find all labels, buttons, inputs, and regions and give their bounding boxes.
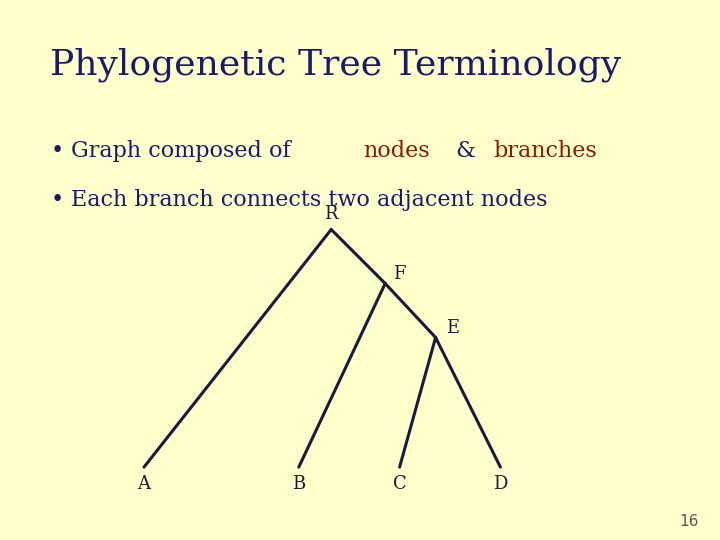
- Text: C: C: [392, 475, 407, 494]
- Text: F: F: [393, 265, 406, 283]
- Text: A: A: [138, 475, 150, 494]
- Text: Phylogenetic Tree Terminology: Phylogenetic Tree Terminology: [50, 48, 621, 82]
- Text: D: D: [493, 475, 508, 494]
- Text: •: •: [50, 189, 63, 211]
- Text: Each branch connects two adjacent nodes: Each branch connects two adjacent nodes: [71, 189, 547, 211]
- Text: nodes: nodes: [363, 140, 430, 162]
- Text: •: •: [50, 140, 63, 162]
- Text: branches: branches: [493, 140, 597, 162]
- Text: E: E: [446, 319, 459, 337]
- Text: Graph composed of: Graph composed of: [71, 140, 297, 162]
- Text: R: R: [325, 205, 338, 224]
- Text: 16: 16: [679, 514, 698, 529]
- Text: B: B: [292, 475, 305, 494]
- Text: &: &: [449, 140, 483, 162]
